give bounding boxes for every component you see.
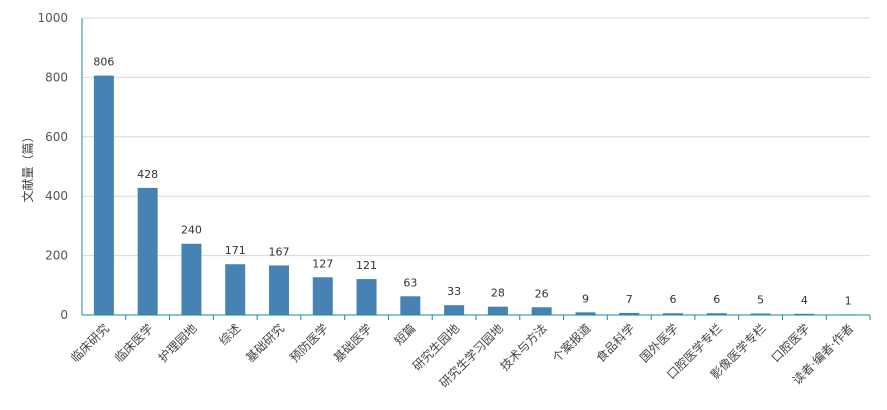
data-label: 171 [225, 244, 246, 257]
data-label: 428 [137, 168, 158, 181]
bar [575, 312, 596, 315]
y-tick-label: 800 [45, 70, 68, 84]
bar [312, 277, 333, 315]
bar [181, 243, 202, 315]
data-label: 240 [181, 224, 202, 237]
data-label: 9 [582, 292, 589, 305]
data-label: 28 [491, 287, 505, 300]
x-tick-label: 短篇 [391, 321, 419, 349]
y-tick-label: 600 [45, 130, 68, 144]
data-label: 63 [403, 276, 417, 289]
data-label: 33 [447, 285, 461, 298]
data-label: 127 [312, 257, 333, 270]
y-tick-label: 400 [45, 189, 68, 203]
x-tick-label: 食品科学 [593, 321, 638, 366]
bar [137, 187, 158, 315]
x-tick-label: 口腔医学 [768, 321, 813, 366]
x-tick-label: 基础医学 [330, 321, 375, 366]
x-tick-label: 综述 [216, 321, 243, 348]
data-label: 121 [356, 259, 377, 272]
data-label: 6 [670, 293, 677, 306]
bars [93, 75, 859, 315]
data-label: 4 [801, 294, 808, 307]
x-tick-label: 个案报道 [549, 321, 594, 366]
bar [225, 264, 246, 315]
bar [269, 265, 289, 315]
data-label: 1 [845, 295, 852, 308]
data-label: 6 [713, 293, 720, 306]
bar [794, 313, 815, 315]
bar [400, 296, 421, 315]
y-axis-title: 文献量（篇） [20, 130, 35, 202]
x-tick-label: 预防医学 [286, 321, 331, 366]
y-tick-label: 1000 [37, 11, 68, 25]
bar [487, 306, 508, 315]
y-tick-label: 200 [45, 249, 68, 263]
x-tick-label: 临床医学 [111, 321, 156, 366]
data-label: 26 [535, 287, 549, 300]
y-tick-label: 0 [60, 308, 68, 322]
bar [444, 305, 465, 315]
bar [619, 312, 640, 315]
data-label: 806 [93, 56, 114, 69]
x-tick-label: 基础研究 [243, 321, 288, 366]
grid-lines [82, 17, 870, 257]
data-label: 167 [269, 245, 290, 258]
bar [706, 313, 727, 315]
bar [93, 75, 114, 315]
bar [750, 313, 771, 315]
bar [663, 313, 683, 315]
data-label: 7 [626, 293, 633, 306]
x-tick-label: 护理园地 [156, 321, 200, 365]
bar [356, 279, 377, 315]
x-tick-label: 技术与方法 [497, 321, 550, 374]
bar [531, 307, 552, 315]
x-tick-label: 国外医学 [637, 321, 682, 366]
x-tick-label: 临床研究 [67, 321, 112, 366]
axes [81, 18, 871, 320]
data-label: 5 [757, 294, 764, 307]
